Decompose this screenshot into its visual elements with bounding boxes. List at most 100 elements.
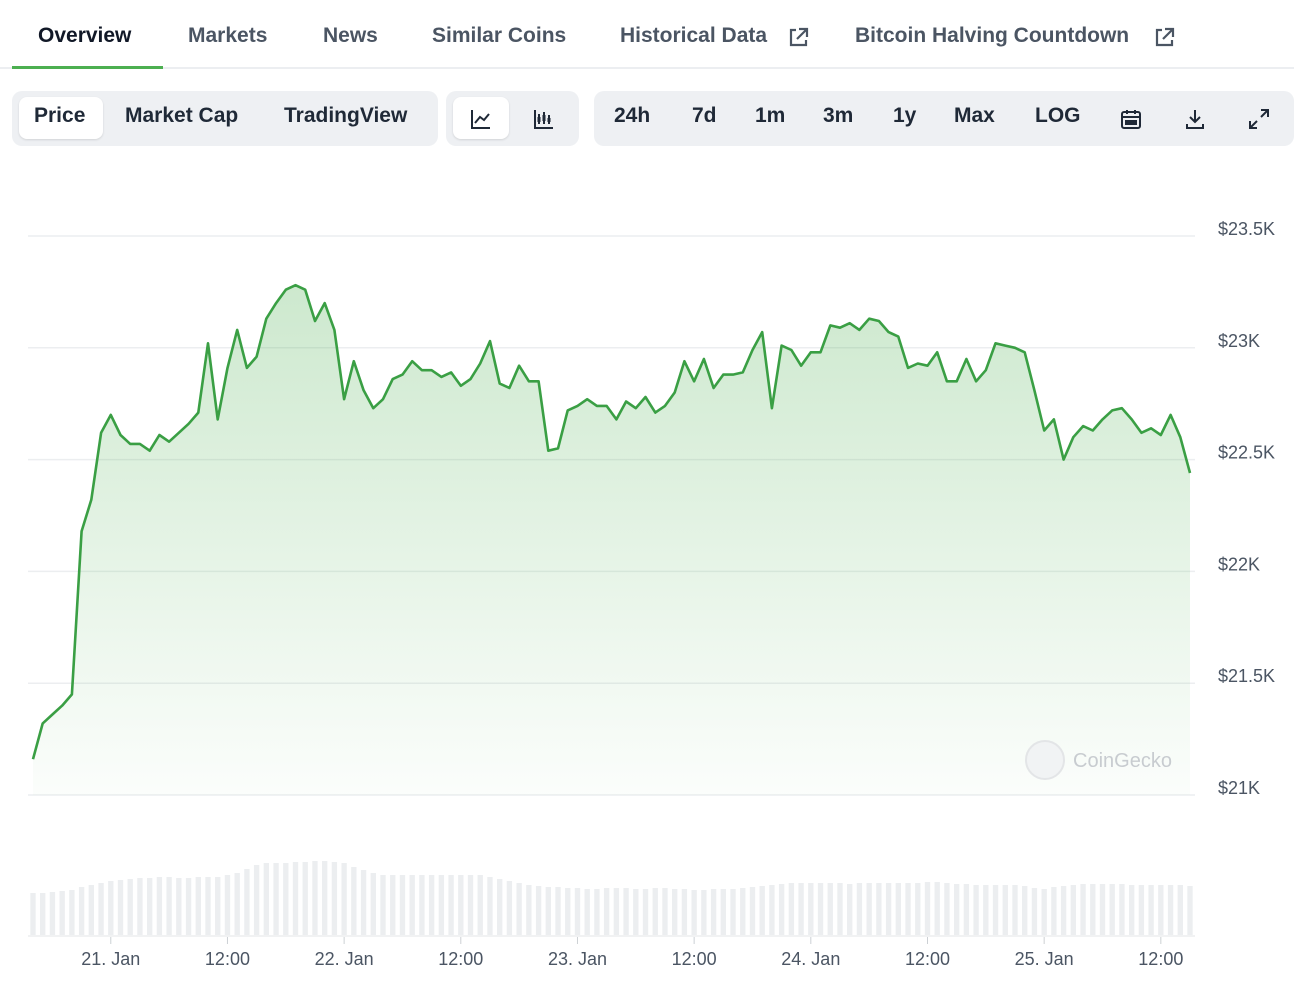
volume-bar [1070, 885, 1077, 935]
volume-bar [1060, 886, 1067, 935]
active-button-bg [19, 97, 103, 139]
chart-kind-button[interactable]: Market Cap [125, 104, 239, 127]
volume-bar [370, 873, 376, 935]
fullscreen-icon[interactable] [1247, 107, 1271, 131]
volume-bar [390, 875, 396, 935]
volume-bar [88, 885, 95, 935]
area [33, 285, 1190, 795]
volume-bar [827, 883, 833, 935]
volume-bar [409, 875, 415, 935]
volume-bar [759, 886, 765, 935]
volume-bar [253, 865, 260, 935]
volume-bar [895, 883, 901, 935]
volume-bar [419, 875, 425, 935]
volume-bar [292, 862, 299, 935]
x-tick-label: 24. Jan [781, 949, 840, 969]
range-button[interactable]: LOG [1035, 104, 1081, 127]
volume-bar [672, 889, 678, 935]
tab[interactable]: Historical Data [620, 24, 768, 47]
volume-bar [808, 883, 814, 935]
volume-bar [652, 888, 658, 935]
tab-divider [0, 67, 1294, 69]
volume-bar [176, 878, 182, 935]
tab[interactable]: Overview [38, 24, 132, 47]
y-tick-label: $22K [1218, 554, 1260, 574]
download-icon[interactable] [1183, 107, 1207, 131]
range-button[interactable]: 7d [692, 104, 717, 127]
volume-bar [1012, 885, 1018, 935]
volume-bar [156, 877, 163, 935]
tab[interactable]: News [323, 24, 378, 47]
volume-bar [769, 885, 775, 935]
line-chart-icon[interactable] [469, 107, 493, 131]
tab[interactable]: Bitcoin Halving Countdown [855, 24, 1130, 47]
volume-bar [1090, 884, 1096, 935]
volume-bar [1080, 884, 1086, 935]
volume-bar [497, 879, 503, 935]
volume-bar [535, 886, 542, 935]
volume-bar [224, 875, 231, 935]
volume-bar [710, 889, 717, 935]
volume-bar [662, 888, 668, 935]
x-tick-label: 12:00 [1138, 949, 1183, 969]
volume-bar [1109, 884, 1115, 935]
x-tick-label: 22. Jan [315, 949, 374, 969]
volume-bar [448, 875, 454, 935]
x-tick-label: 21. Jan [81, 949, 140, 969]
volume-bar [565, 888, 571, 935]
volume-bar [1041, 889, 1047, 935]
range-button[interactable]: 1m [755, 104, 786, 127]
volume-bar [263, 863, 270, 935]
range-button[interactable]: 1y [893, 104, 917, 127]
volume-bar [234, 873, 240, 935]
volume-bar [681, 889, 688, 935]
range-button[interactable]: Max [954, 104, 995, 127]
volume-bar [1187, 886, 1193, 935]
chart-kind-button[interactable]: Price [34, 104, 86, 127]
volume-bar [613, 888, 620, 935]
volume-bar [1099, 884, 1106, 935]
volume-bar [594, 889, 600, 935]
volume-bar [117, 880, 124, 935]
chart-kind-button[interactable]: TradingView [284, 104, 408, 127]
volume-bar [963, 884, 970, 935]
volume-bar [720, 889, 726, 935]
volume-bar [69, 890, 75, 935]
y-tick-label: $21.5K [1218, 666, 1275, 686]
volume-bar [1177, 885, 1183, 935]
volume-bar [302, 862, 308, 935]
calendar-icon[interactable] [1119, 107, 1143, 131]
volume-bar [798, 883, 804, 935]
tab[interactable]: Similar Coins [432, 24, 567, 47]
volume-bar [740, 888, 746, 935]
y-tick-label: $23K [1218, 331, 1260, 351]
tab[interactable]: Markets [188, 24, 268, 47]
volume-bar [866, 883, 872, 935]
external-icon [1155, 27, 1175, 47]
volume-bar [953, 884, 960, 935]
volume-bar [146, 878, 153, 935]
range-button[interactable]: 24h [614, 104, 651, 127]
volume-bar [633, 889, 639, 935]
volume-bar [992, 885, 999, 935]
x-tick-label: 25. Jan [1015, 949, 1074, 969]
volume-bar [691, 890, 697, 935]
volume-bar [924, 882, 931, 935]
range-button[interactable]: 3m [823, 104, 854, 127]
volume-bar [283, 863, 289, 935]
volume-bar [98, 883, 104, 935]
volume-bar [458, 875, 464, 935]
volume-bar [477, 875, 483, 935]
volume-bar [185, 878, 192, 935]
volume-bar [915, 883, 921, 935]
volume-bar [428, 875, 435, 935]
volume-bar [244, 869, 250, 935]
volume-bar [1138, 885, 1145, 935]
volume-bar [1148, 885, 1154, 935]
x-tick-label: 12:00 [205, 949, 250, 969]
candle-chart-icon[interactable] [532, 107, 556, 131]
volume-bar [1022, 886, 1028, 935]
price-line [31, 283, 1192, 760]
